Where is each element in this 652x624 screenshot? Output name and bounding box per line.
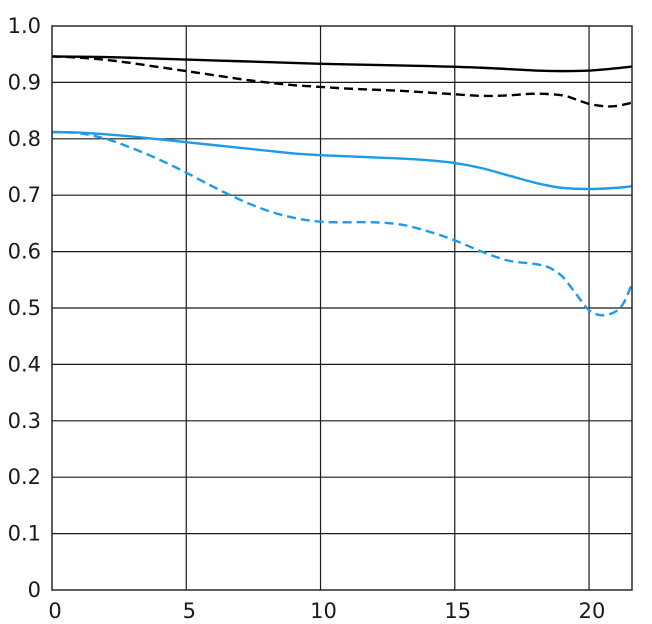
x-tick-label: 5 — [183, 599, 196, 623]
x-tick-label: 15 — [444, 599, 471, 623]
y-tick-label: 0.5 — [8, 296, 41, 320]
series-lines — [51, 55, 634, 317]
y-tick-label: 0.8 — [8, 127, 41, 151]
plot-frame — [51, 25, 633, 591]
y-tick-label: 0.9 — [8, 70, 41, 94]
series-line-1 — [51, 55, 633, 73]
grid-lines — [52, 26, 632, 590]
series-line-3 — [51, 130, 633, 191]
y-tick-label: 0.2 — [8, 465, 41, 489]
y-tick-label: 0.6 — [8, 240, 41, 264]
y-tick-label: 0.7 — [8, 183, 41, 207]
y-tick-label: 0.1 — [8, 522, 41, 546]
y-tick-label: 0 — [28, 578, 41, 602]
x-tick-label: 10 — [310, 599, 337, 623]
y-tick-label: 0.3 — [8, 409, 41, 433]
x-axis-ticks: 0 5 10 15 20 — [48, 599, 605, 623]
x-tick-label: 20 — [579, 599, 606, 623]
series-line-4 — [51, 130, 634, 317]
x-tick-label: 0 — [48, 599, 61, 623]
y-axis-ticks: 0 0.1 0.2 0.3 0.4 0.5 0.6 0.7 0.8 0.9 1.0 — [8, 14, 41, 602]
y-tick-label: 1.0 — [8, 14, 41, 38]
y-tick-label: 0.4 — [8, 352, 41, 376]
series-line-2 — [51, 55, 633, 108]
